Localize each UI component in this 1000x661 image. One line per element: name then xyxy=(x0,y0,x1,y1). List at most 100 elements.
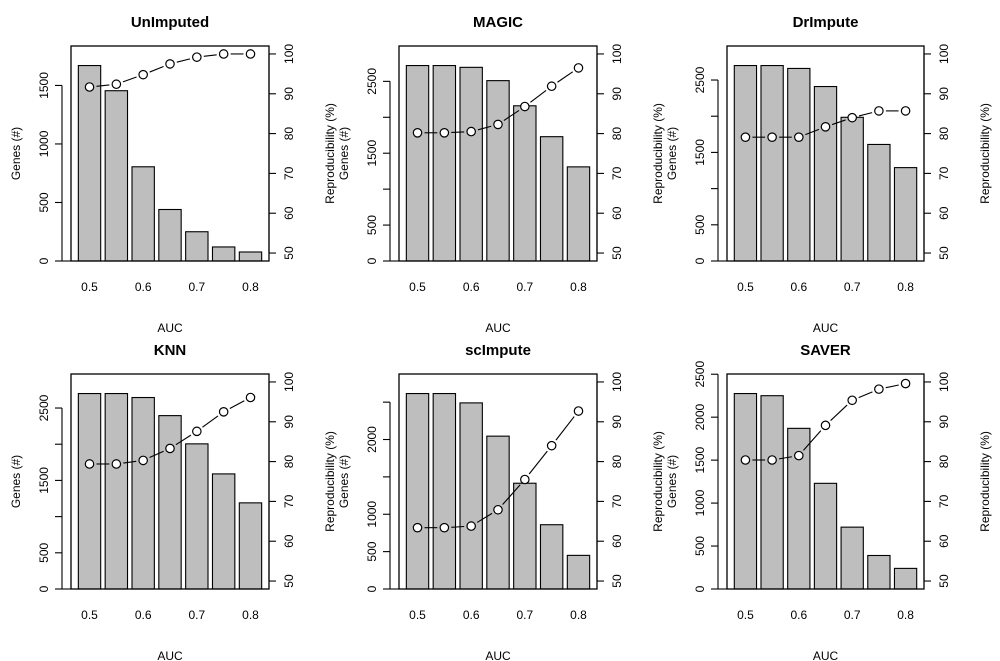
data-point xyxy=(546,81,557,92)
y2-tick-label: 50 xyxy=(610,246,624,260)
line-segment xyxy=(502,484,521,505)
x-tick-label: 0.8 xyxy=(242,608,259,622)
data-point xyxy=(900,378,911,389)
chart-panel-magic: 0 500 1500 2500 Genes (#) 50 60 70 80 90 100 Reprod… xyxy=(337,14,665,335)
y2-tick-label: 90 xyxy=(610,87,624,101)
y2-tick-label: 80 xyxy=(937,455,951,469)
bar xyxy=(840,526,864,590)
data-point xyxy=(245,49,256,59)
line-segment xyxy=(176,58,191,63)
y2-tick-label: 50 xyxy=(282,574,296,588)
y-tick-label: 500 xyxy=(37,192,51,212)
y2-tick-label: 70 xyxy=(610,166,624,180)
data-point xyxy=(245,392,256,403)
line-segment xyxy=(203,54,217,57)
data-point xyxy=(493,504,503,515)
line-segment xyxy=(858,112,873,117)
y2-tick-label: 90 xyxy=(610,415,624,429)
x-tick-label: 0.7 xyxy=(516,608,533,622)
x-tick-label: 0.6 xyxy=(790,608,807,622)
line-segment xyxy=(555,416,575,441)
x-tick-label: 0.8 xyxy=(897,280,914,294)
line-segment xyxy=(885,384,899,389)
data-point xyxy=(874,384,884,394)
line-segment xyxy=(149,66,164,73)
bar xyxy=(185,231,209,262)
x-tick-label: 0.6 xyxy=(463,280,480,294)
x-tick-label: 0.8 xyxy=(242,280,259,294)
x-tick-label: 0.5 xyxy=(409,608,426,622)
y2-tick-label: 70 xyxy=(282,494,296,508)
y2-tick-label: 70 xyxy=(937,494,951,508)
bar xyxy=(566,554,591,590)
bar xyxy=(432,64,457,262)
x-tick-label: 0.8 xyxy=(570,608,587,622)
chart-panel-knn: 0 500 1500 2500 Genes (#) 50 60 70 80 90 100 Reprod… xyxy=(9,342,337,661)
line-segment xyxy=(805,128,820,136)
line-segment xyxy=(202,415,219,428)
y2-tick-label: 90 xyxy=(282,415,296,429)
y-axis-title: Genes (#) xyxy=(337,127,351,180)
y-tick-label: 1000 xyxy=(693,489,707,516)
y-tick-label: 2500 xyxy=(37,394,51,421)
data-point xyxy=(138,455,148,466)
x-tick-label: 0.6 xyxy=(463,608,480,622)
chart-title: KNN xyxy=(154,342,187,359)
data-point xyxy=(820,420,831,431)
line-segment xyxy=(451,525,465,528)
line-segment xyxy=(858,391,873,399)
y2-tick-label: 80 xyxy=(610,455,624,469)
y2-axis-title: Reproducibility (%) xyxy=(651,103,665,204)
y2-tick-label: 50 xyxy=(937,246,951,260)
x-tick-label: 0.5 xyxy=(737,280,754,294)
y-tick-label: 1000 xyxy=(37,130,51,157)
data-point xyxy=(740,455,751,465)
y-tick-label: 2000 xyxy=(693,404,707,431)
y2-tick-label: 100 xyxy=(937,44,951,64)
y-axis-title: Genes (#) xyxy=(337,455,351,508)
data-point xyxy=(573,406,584,416)
line-segment xyxy=(229,400,245,410)
y-tick-label: 2500 xyxy=(693,66,707,93)
bar xyxy=(733,64,758,262)
bar xyxy=(104,90,129,262)
chart-title: MAGIC xyxy=(473,14,523,31)
chart-panel-drimpute: 0 500 1500 2500 Genes (#) 50 60 70 80 90 100 Reprod… xyxy=(665,14,992,335)
y2-tick-label: 50 xyxy=(610,574,624,588)
y2-tick-label: 60 xyxy=(937,206,951,220)
bar xyxy=(867,143,891,262)
x-tick-label: 0.7 xyxy=(516,280,533,294)
bar xyxy=(539,136,564,262)
x-axis-title: AUC xyxy=(157,321,183,335)
y-tick-label: 0 xyxy=(365,585,379,592)
y2-tick-label: 60 xyxy=(610,206,624,220)
bar xyxy=(131,166,155,262)
line-segment xyxy=(778,456,792,460)
chart-title: UnImputed xyxy=(131,14,209,31)
bar xyxy=(760,64,784,262)
x-tick-label: 0.7 xyxy=(188,280,205,294)
y2-axis-title: Reproducibility (%) xyxy=(651,431,665,532)
bar xyxy=(405,392,430,590)
data-point xyxy=(466,126,476,137)
y-tick-label: 500 xyxy=(693,536,707,556)
x-axis-title: AUC xyxy=(157,649,183,661)
y2-tick-label: 90 xyxy=(937,87,951,101)
y-axis-title: Genes (#) xyxy=(665,455,679,508)
bar xyxy=(539,524,564,590)
y2-tick-label: 60 xyxy=(610,534,624,548)
y-tick-label: 0 xyxy=(693,257,707,264)
y-tick-label: 2000 xyxy=(365,426,379,453)
bar xyxy=(893,167,918,262)
y-tick-label: 2500 xyxy=(693,361,707,388)
line-segment xyxy=(530,89,547,103)
data-point xyxy=(573,63,584,73)
y2-tick-label: 80 xyxy=(282,127,296,141)
chart-panel-scimpute: 0 500 1000 2000 Genes (#) 50 60 70 80 90 100 Reprod… xyxy=(337,342,665,661)
data-point xyxy=(111,79,122,90)
y2-tick-label: 80 xyxy=(937,127,951,141)
data-point xyxy=(439,522,450,533)
y-tick-label: 0 xyxy=(693,585,707,592)
y-tick-label: 1500 xyxy=(37,72,51,99)
y2-axis-title: Reproducibility (%) xyxy=(978,431,992,532)
